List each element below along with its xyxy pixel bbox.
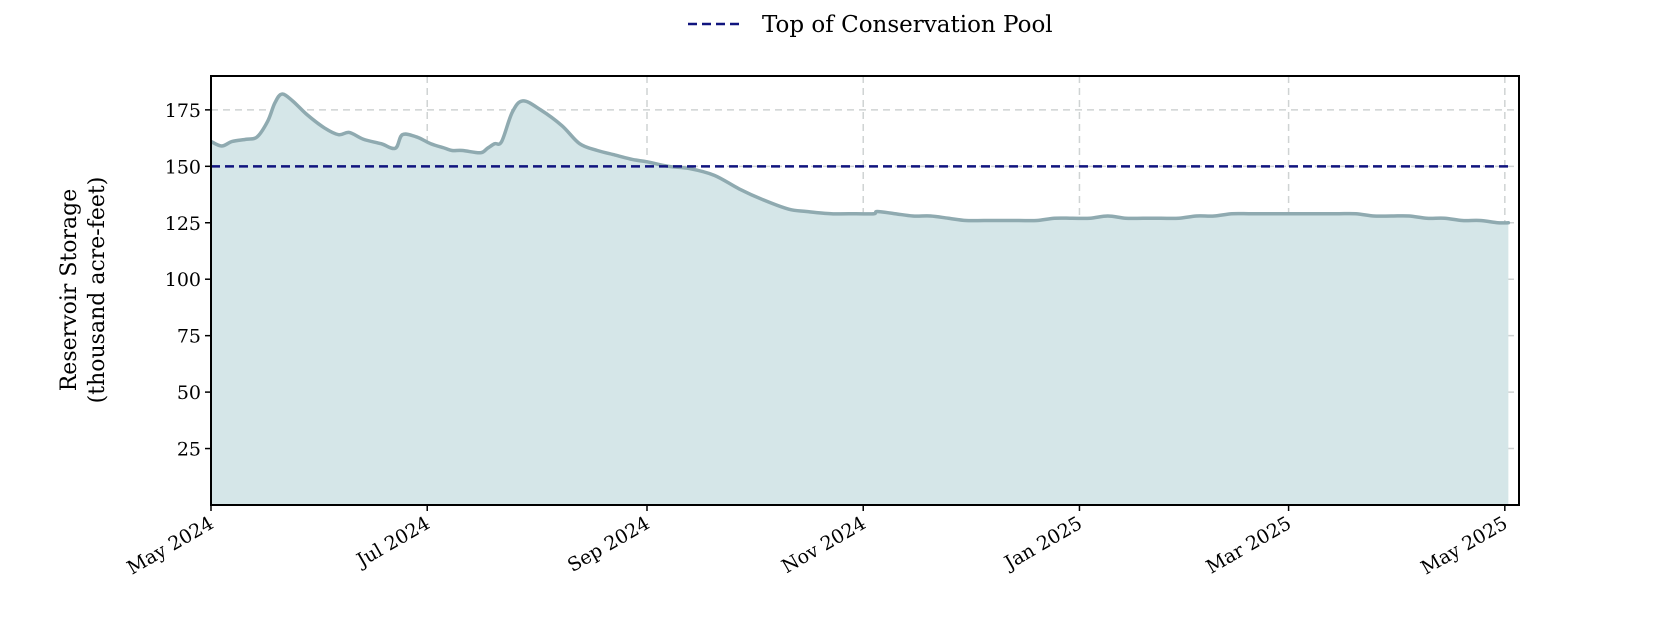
x-tick-label-2: Sep 2024	[564, 512, 654, 576]
y-tick-label-175: 175	[165, 100, 201, 122]
series-line-0	[211, 92, 1511, 225]
y-axis-title-line-2: (thousand acre-feet)	[85, 177, 110, 404]
legend: Top of Conservation Pool	[688, 12, 1053, 38]
x-tick-label-1: Jul 2024	[351, 512, 433, 572]
series-area-0	[211, 94, 1509, 505]
series-group	[211, 92, 1511, 505]
x-tick-label-3: Nov 2024	[778, 512, 870, 578]
plot-frame	[210, 75, 1520, 506]
y-axis-title-line-1: Reservoir Storage	[57, 189, 82, 392]
y-tick-label-150: 150	[165, 156, 201, 178]
x-tick-label-5: Mar 2025	[1202, 512, 1295, 578]
y-tick-label-50: 50	[177, 382, 201, 404]
x-tick-label-6: May 2025	[1417, 512, 1511, 579]
y-tick-label-25: 25	[177, 439, 201, 461]
x-tick-label-0: May 2024	[123, 512, 217, 579]
legend-label-conservation-pool: Top of Conservation Pool	[762, 12, 1053, 38]
y-tick-label-100: 100	[165, 269, 201, 291]
x-axis: May 2024 Jul 2024 Sep 2024 Nov 2024 Jan 2025…	[123, 505, 1511, 579]
x-tick-label-4: Jan 2025	[999, 512, 1086, 575]
y-tick-label-75: 75	[177, 326, 201, 348]
y-axis: 25 50 75 100 125 150 175	[165, 100, 211, 461]
y-tick-label-125: 125	[165, 213, 201, 235]
